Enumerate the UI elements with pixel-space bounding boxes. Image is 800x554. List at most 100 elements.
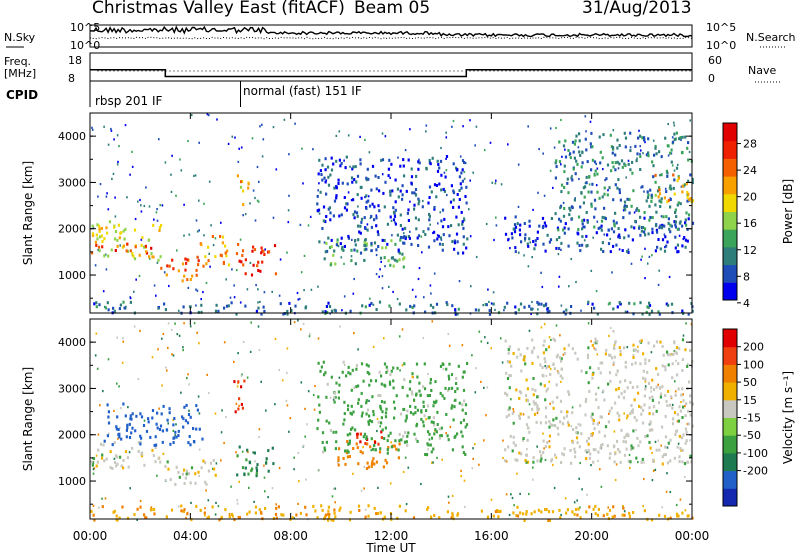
noise-cell — [297, 502, 299, 505]
noise-cell — [644, 247, 646, 250]
data-cell-7 — [360, 414, 363, 418]
data-cell-9 — [687, 158, 690, 162]
data-cell-7 — [413, 203, 416, 207]
noise-cell — [183, 234, 185, 237]
noise-cell — [204, 514, 206, 517]
noise-cell — [157, 348, 159, 351]
data-cell-7 — [357, 384, 360, 388]
data-cell-1 — [130, 417, 133, 421]
data-cell-7 — [355, 211, 359, 215]
data-cell-1 — [129, 414, 132, 418]
freq-label-line2: [MHz] — [4, 67, 37, 80]
data-cell-7 — [414, 405, 417, 409]
data-cell-8 — [599, 415, 602, 419]
data-cell-7 — [362, 379, 365, 383]
data-cell-8 — [612, 230, 616, 234]
y-tick-label: 3000 — [58, 176, 86, 189]
noise-cell — [256, 165, 259, 169]
data-cell-11 — [628, 301, 631, 305]
data-cell-2 — [183, 482, 186, 485]
data-cell-7 — [357, 398, 360, 402]
x-tick-label: 20:00 — [574, 529, 609, 543]
data-cell-9 — [555, 159, 558, 163]
noise-cell — [156, 474, 158, 477]
data-cell-9 — [627, 162, 630, 166]
data-cell-8 — [667, 363, 670, 367]
data-cell-8 — [680, 393, 683, 397]
noise-cell — [234, 136, 236, 139]
data-cell-9 — [663, 224, 666, 228]
data-cell-11 — [650, 309, 654, 313]
data-cell-9 — [305, 513, 308, 517]
data-cell-10 — [657, 195, 660, 199]
data-cell-8 — [594, 337, 597, 341]
data-cell-7 — [428, 416, 431, 419]
data-cell-4 — [256, 463, 259, 467]
data-cell-8 — [531, 387, 534, 391]
noise-cell — [214, 237, 217, 240]
data-cell-7 — [424, 233, 427, 236]
data-cell-3 — [211, 235, 214, 238]
noise-cell — [596, 167, 599, 170]
data-cell-8 — [583, 218, 586, 222]
data-cell-7 — [375, 248, 378, 252]
data-cell-2 — [175, 465, 178, 469]
data-cell-9 — [606, 193, 609, 197]
data-cell-7 — [385, 407, 388, 411]
data-cell-7 — [370, 420, 374, 424]
data-cell-7 — [365, 200, 368, 204]
data-cell-8 — [532, 377, 535, 380]
data-cell-7 — [384, 411, 388, 415]
data-cell-8 — [556, 395, 559, 399]
noise-cell — [391, 234, 393, 237]
noise-cell — [207, 499, 210, 502]
data-cell-9 — [203, 511, 206, 515]
data-cell-9 — [628, 515, 631, 519]
data-cell-7 — [419, 393, 422, 397]
data-cell-1 — [151, 416, 154, 420]
data-cell-4 — [241, 249, 245, 253]
data-cell-8 — [520, 369, 523, 373]
data-cell-9 — [624, 164, 627, 167]
data-cell-8 — [633, 415, 636, 419]
noise-cell — [274, 337, 277, 340]
noise-cell — [588, 183, 591, 186]
freq-tick-0: 18 — [68, 54, 82, 67]
noise-cell — [642, 152, 644, 155]
data-cell-8 — [639, 215, 642, 219]
data-cell-9 — [669, 223, 672, 227]
colorbar-tick-label: -100 — [743, 447, 768, 460]
noise-cell — [664, 246, 666, 249]
noise-cell — [253, 500, 255, 503]
data-cell-7 — [430, 190, 433, 194]
data-cell-2 — [184, 257, 187, 261]
data-cell-7 — [379, 407, 383, 411]
data-cell-9 — [563, 186, 566, 189]
noise-cell — [116, 382, 118, 385]
data-cell-11 — [670, 302, 674, 306]
noise-cell — [297, 319, 299, 322]
data-cell-9 — [383, 515, 386, 519]
data-cell-9 — [639, 168, 642, 171]
data-cell-9 — [670, 148, 673, 152]
data-cell-9 — [647, 137, 650, 141]
data-cell-0 — [143, 463, 146, 467]
data-cell-8 — [544, 398, 547, 402]
data-cell-8 — [635, 456, 638, 460]
data-cell-8 — [669, 459, 672, 463]
data-cell-7 — [405, 414, 408, 418]
data-cell-8 — [601, 241, 604, 245]
data-cell-7 — [417, 244, 420, 247]
data-cell-11 — [681, 309, 684, 313]
data-cell-7 — [411, 191, 414, 195]
data-cell-7 — [390, 162, 393, 166]
data-cell-9 — [600, 219, 604, 223]
noise-cell — [558, 275, 561, 278]
data-cell-11 — [227, 304, 230, 308]
data-cell-8 — [636, 385, 639, 389]
data-cell-9 — [338, 508, 341, 512]
data-cell-6 — [356, 435, 359, 439]
data-cell-7 — [460, 430, 463, 434]
data-cell-1 — [139, 412, 142, 416]
data-cell-3 — [205, 262, 208, 266]
